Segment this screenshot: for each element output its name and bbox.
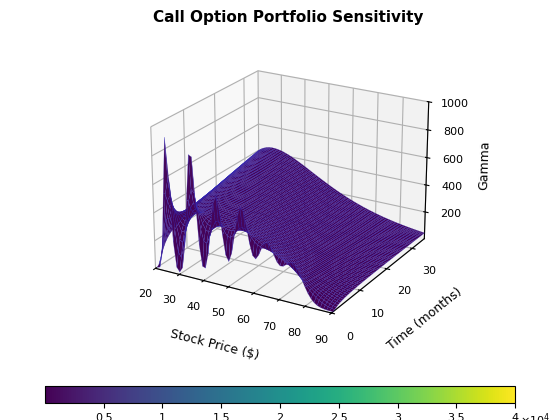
Title: Call Option Portfolio Sensitivity: Call Option Portfolio Sensitivity	[153, 10, 424, 26]
Y-axis label: Time (months): Time (months)	[385, 286, 464, 353]
X-axis label: Stock Price ($): Stock Price ($)	[169, 328, 260, 362]
Text: $\times10^4$: $\times10^4$	[520, 412, 550, 420]
